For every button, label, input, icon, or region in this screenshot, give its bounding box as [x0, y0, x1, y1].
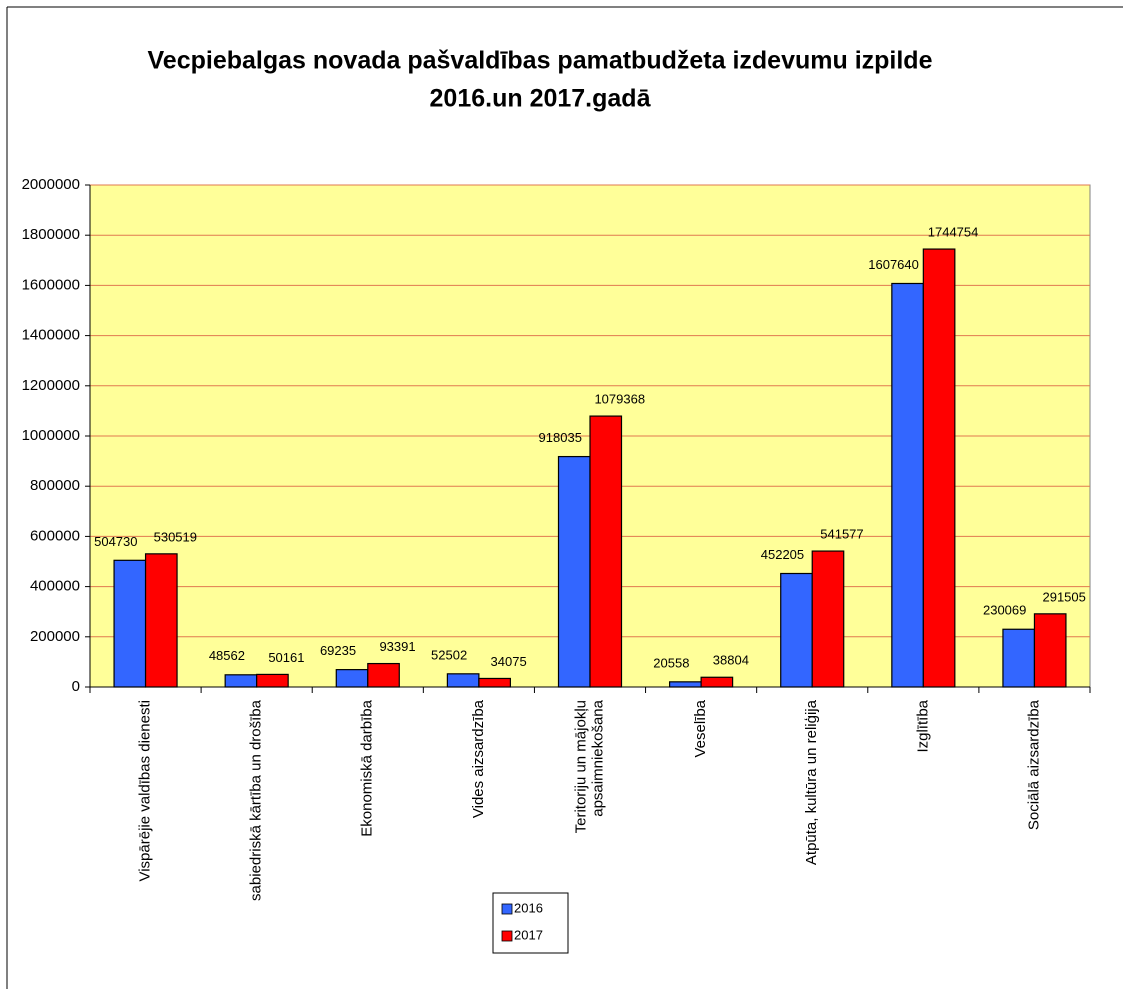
y-tick-label: 1400000 — [22, 327, 80, 344]
data-label: 452205 — [761, 547, 804, 562]
bar — [891, 282, 924, 688]
bar — [478, 677, 511, 688]
legend-swatch — [501, 930, 513, 942]
bar — [589, 415, 623, 688]
legend-swatch — [501, 903, 513, 915]
y-tick-label: 600000 — [30, 527, 80, 544]
y-tick-label: 1600000 — [22, 276, 80, 293]
bar — [1033, 613, 1067, 688]
bar — [224, 674, 258, 688]
x-tick-label: Teritoriju un mājokļuapsaimniekošana — [572, 699, 606, 833]
legend-label: 2016 — [514, 900, 543, 915]
bar — [557, 455, 591, 688]
x-tick-label-line: apsaimniekošana — [589, 699, 606, 816]
y-tick-label: 1000000 — [22, 427, 80, 444]
data-label: 69235 — [320, 643, 356, 658]
x-tick-label: Vispārējie valdības dienesti — [137, 700, 154, 882]
bar — [335, 669, 369, 688]
bar — [446, 673, 480, 688]
bar — [113, 559, 147, 688]
x-tick-label: Vides aizsardzība — [470, 699, 487, 818]
data-label: 918035 — [539, 430, 582, 445]
bar — [922, 248, 956, 688]
bar — [1002, 628, 1036, 688]
x-tick-label-line: Teritoriju un mājokļu — [572, 700, 589, 833]
y-tick-label: 1800000 — [22, 226, 80, 243]
data-label: 541577 — [820, 527, 863, 542]
data-label: 1079368 — [594, 392, 645, 407]
data-label: 34075 — [491, 654, 527, 669]
y-tick-label: 1200000 — [22, 377, 80, 394]
bar — [669, 681, 702, 688]
legend-label: 2017 — [514, 927, 543, 942]
y-tick-label: 2000000 — [22, 176, 80, 193]
data-label: 48562 — [209, 648, 245, 663]
data-label: 93391 — [379, 639, 415, 654]
chart-title: 2016.un 2017.gadā — [430, 85, 652, 113]
bar — [256, 673, 289, 688]
x-tick-label: Atpūta, kultūra un reliģija — [803, 699, 820, 865]
legend-box — [492, 892, 569, 954]
data-label: 50161 — [268, 650, 304, 665]
y-tick-label: 0 — [72, 678, 80, 695]
data-label: 20558 — [653, 655, 689, 670]
x-tick-label: sabiedriskā kārtība un drošība — [248, 699, 265, 901]
data-label: 230069 — [983, 603, 1026, 618]
data-label: 291505 — [1042, 589, 1085, 604]
bar — [700, 676, 734, 688]
y-tick-label: 400000 — [30, 578, 80, 595]
x-tick-label: Izglītība — [914, 699, 931, 752]
bar — [780, 572, 813, 688]
y-tick-label: 800000 — [30, 477, 80, 494]
data-label: 1744754 — [928, 225, 979, 240]
data-label: 38804 — [713, 653, 749, 668]
data-label: 52502 — [431, 647, 467, 662]
data-label: 530519 — [154, 529, 197, 544]
y-tick-label: 200000 — [30, 628, 80, 645]
bar — [811, 550, 845, 688]
data-label: 1607640 — [868, 257, 919, 272]
bar — [144, 553, 178, 688]
x-tick-label: Sociālā aizsardzība — [1025, 699, 1042, 830]
x-tick-label: Ekonomiskā darbība — [359, 699, 376, 836]
chart-title: Vecpiebalgas novada pašvaldības pamatbud… — [148, 47, 933, 75]
data-label: 504730 — [94, 534, 137, 549]
x-tick-label: Veselība — [692, 699, 709, 757]
bar — [367, 662, 400, 688]
